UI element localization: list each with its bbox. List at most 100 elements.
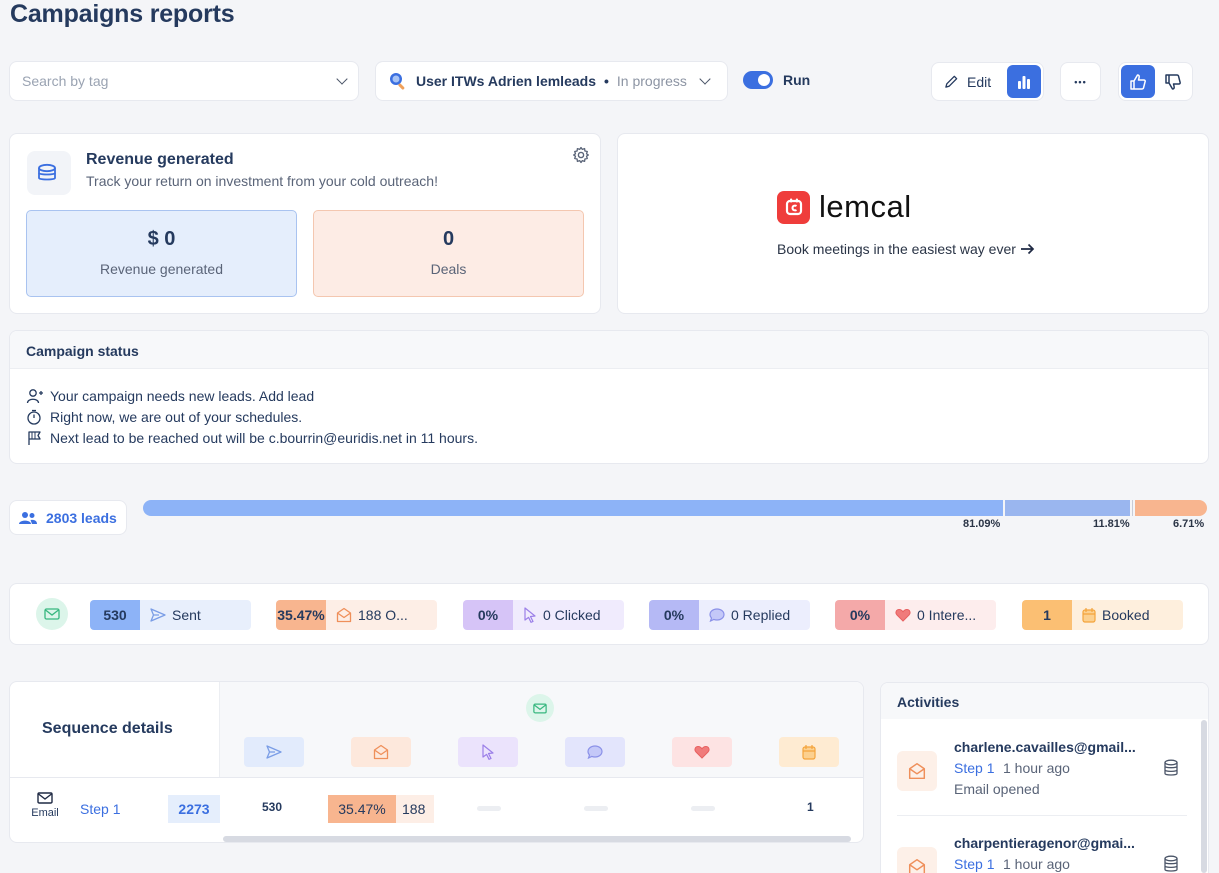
lemcal-promo-card[interactable]: lemcal Book meetings in the easiest way … [617,133,1209,314]
leads-segment-2-label: 11.81% [1093,518,1130,530]
step-clicked-empty [477,806,501,811]
chat-icon [587,745,603,759]
lemcal-tagline: Book meetings in the easiest way ever [777,241,1016,257]
revenue-label: Revenue generated [100,261,223,277]
edit-group: Edit [931,62,1044,101]
activity-step-link[interactable]: Step 1 [954,760,995,776]
column-clicked[interactable] [458,737,518,767]
campaign-status-card: Campaign status Your campaign needs new … [9,330,1209,464]
edit-button[interactable]: Edit [932,74,1007,90]
thumbs-down-icon [1165,73,1182,90]
step-sent-value: 530 [262,800,283,814]
chevron-down-icon [336,73,348,85]
status-line-next: Next lead to be reached out will be c.bo… [26,427,1192,448]
report-chart-button[interactable] [1007,65,1041,98]
stat-replied[interactable]: 0% 0 Replied [649,600,810,630]
lemcal-link[interactable]: Book meetings in the easiest way ever [777,241,1035,257]
open-envelope-icon [897,751,937,791]
stat-replied-label: 0 Replied [731,607,791,623]
step-type: Email [28,792,62,819]
activity-email: charlene.cavailles@gmail... [954,739,1136,755]
activities-card: Activities charlene.cavailles@gmail... S… [880,682,1209,873]
stat-opened-value: 35.47% [276,600,326,630]
activity-time: 1 hour ago [1003,856,1070,872]
database-icon[interactable] [1163,855,1179,873]
stat-clicked-label: 0 Clicked [543,607,601,623]
leads-segment-1 [143,500,1004,516]
send-icon [150,608,166,622]
step-open-rate: 35.47% [328,795,396,823]
lemcal-brand: lemcal [819,189,912,224]
pencil-icon [945,75,958,88]
sequence-title: Sequence details [42,720,173,737]
heart-icon [895,608,911,622]
email-channel-icon [526,694,554,722]
edit-label: Edit [967,73,992,90]
leads-segment-3 [1135,500,1207,516]
stat-opened[interactable]: 35.47% 188 O... [276,600,437,630]
lemcal-logo-icon [777,190,810,224]
gear-icon[interactable] [572,146,590,169]
add-user-icon [26,388,43,403]
cursor-icon [482,744,494,760]
column-replied[interactable] [565,737,625,767]
stat-sent-value: 530 [90,600,140,630]
status-line-text: Your campaign needs new leads. Add lead [50,387,315,404]
leads-count-button[interactable]: 2803 leads [9,500,127,535]
stat-booked[interactable]: 1 Booked [1022,600,1183,630]
run-label: Run [783,72,811,88]
thumbs-down-button[interactable] [1157,65,1190,98]
database-icon[interactable] [1163,759,1179,782]
stat-sent[interactable]: 530 Sent [90,600,251,630]
chevron-down-icon [699,73,711,85]
campaign-select[interactable]: User ITWs Adrien lemleads • In progress [375,61,728,101]
thumbs-up-icon [1130,73,1146,90]
stat-interested-label: 0 Intere... [917,607,977,623]
deals-value: 0 [442,228,455,250]
step-name-link[interactable]: Step 1 [80,801,121,817]
thumbs-up-button[interactable] [1121,65,1155,98]
sequence-header-left: Sequence details [10,682,220,777]
email-stats-card: 530 Sent 35.47% 188 O... 0% 0 Clicked 0%… [9,583,1209,645]
activity-step-link[interactable]: Step 1 [954,856,995,872]
stat-interested-value: 0% [835,600,885,630]
tag-search-select[interactable]: Search by tag [9,61,359,101]
activities-title: Activities [881,683,1208,719]
run-toggle-group[interactable]: Run [743,71,810,89]
activities-scrollbar[interactable] [1201,720,1207,873]
activity-time: 1 hour ago [1003,760,1070,776]
coins-icon [27,151,71,195]
status-line-leads: Your campaign needs new leads. Add lead [26,385,1192,406]
run-toggle[interactable] [743,71,773,89]
step-leads-count: 2273 [168,795,220,823]
status-line-text: Next lead to be reached out will be c.bo… [50,429,478,446]
status-line-schedule: Right now, we are out of your schedules. [26,406,1192,427]
column-interested[interactable] [672,737,732,767]
stopwatch-icon [27,409,41,425]
cursor-icon [524,607,536,623]
chat-icon [709,608,725,622]
column-sent[interactable] [244,737,304,767]
more-button[interactable]: ••• [1060,62,1101,101]
column-opened[interactable] [351,737,411,767]
step-interested-empty [691,806,715,811]
column-booked[interactable] [779,737,839,767]
lemcal-logo: lemcal [777,189,912,225]
open-envelope-icon [373,744,389,760]
heart-icon [694,745,710,759]
status-line-text: Right now, we are out of your schedules. [50,408,303,425]
horizontal-scrollbar[interactable] [223,836,851,842]
step-booked-value: 1 [807,800,814,814]
activity-email: charpentieragenor@gmai... [954,835,1135,851]
campaign-status-title: Campaign status [10,331,1208,369]
revenue-value: $ 0 [147,228,176,250]
open-envelope-icon [897,847,937,873]
more-dots-icon: ••• [1074,76,1087,87]
stat-booked-value: 1 [1022,600,1072,630]
sequence-step-row[interactable]: Email Step 1 2273 530 35.47% 188 1 [10,777,863,829]
revenue-stat: $ 0 Revenue generated [26,210,297,297]
stat-clicked[interactable]: 0% 0 Clicked [463,600,624,630]
stat-interested[interactable]: 0% 0 Intere... [835,600,996,630]
step-type-label: Email [31,807,59,819]
campaign-separator: • [603,73,609,89]
